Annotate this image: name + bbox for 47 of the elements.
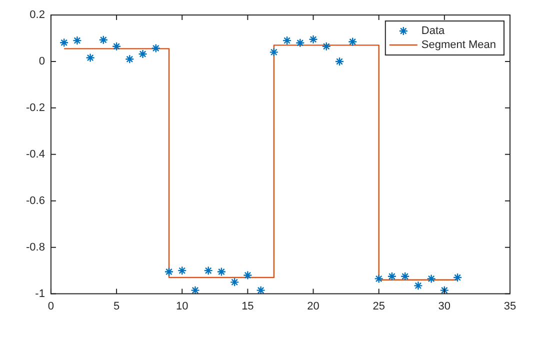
point [190, 286, 200, 294]
point [204, 266, 213, 276]
point [243, 270, 252, 280]
y-tick-label: -0.8 [26, 241, 45, 254]
y-tick-label: -0.2 [26, 102, 45, 114]
point [72, 36, 82, 46]
point [452, 272, 462, 282]
point [216, 267, 226, 276]
point [178, 266, 187, 276]
y-tick-label: 0 [38, 56, 45, 68]
legend-label: Data [421, 25, 446, 38]
y-tick-label: 0.2 [30, 9, 45, 22]
x-tick-label: 5 [113, 300, 120, 312]
point [374, 274, 384, 284]
point [98, 35, 108, 44]
point [59, 38, 69, 48]
point [334, 56, 344, 66]
point [387, 272, 397, 281]
point [230, 278, 240, 287]
x-tick-label: 25 [372, 300, 385, 312]
point [414, 281, 423, 290]
point [256, 286, 266, 294]
point [269, 48, 279, 57]
x-tick-label: 0 [48, 300, 54, 312]
point [322, 42, 331, 51]
point [348, 37, 358, 46]
x-tick-label: 35 [504, 300, 516, 312]
point [426, 274, 436, 284]
point [282, 36, 292, 46]
legend-label: Segment Mean [421, 39, 496, 52]
x-tick-label: 10 [176, 300, 188, 312]
point [296, 38, 305, 48]
point [125, 54, 134, 64]
point [151, 44, 160, 53]
x-tick-label: 30 [438, 300, 451, 312]
point [138, 49, 148, 59]
y-tick-label: -0.4 [26, 148, 45, 160]
point [400, 272, 410, 281]
y-tick-label: -1 [35, 288, 45, 300]
point [440, 286, 450, 294]
x-tick-label: 20 [307, 300, 320, 312]
point [112, 42, 122, 51]
point [308, 34, 318, 44]
y-tick-label: -0.6 [26, 194, 45, 207]
point [86, 53, 95, 62]
x-tick-label: 15 [242, 300, 254, 312]
point [164, 267, 174, 276]
